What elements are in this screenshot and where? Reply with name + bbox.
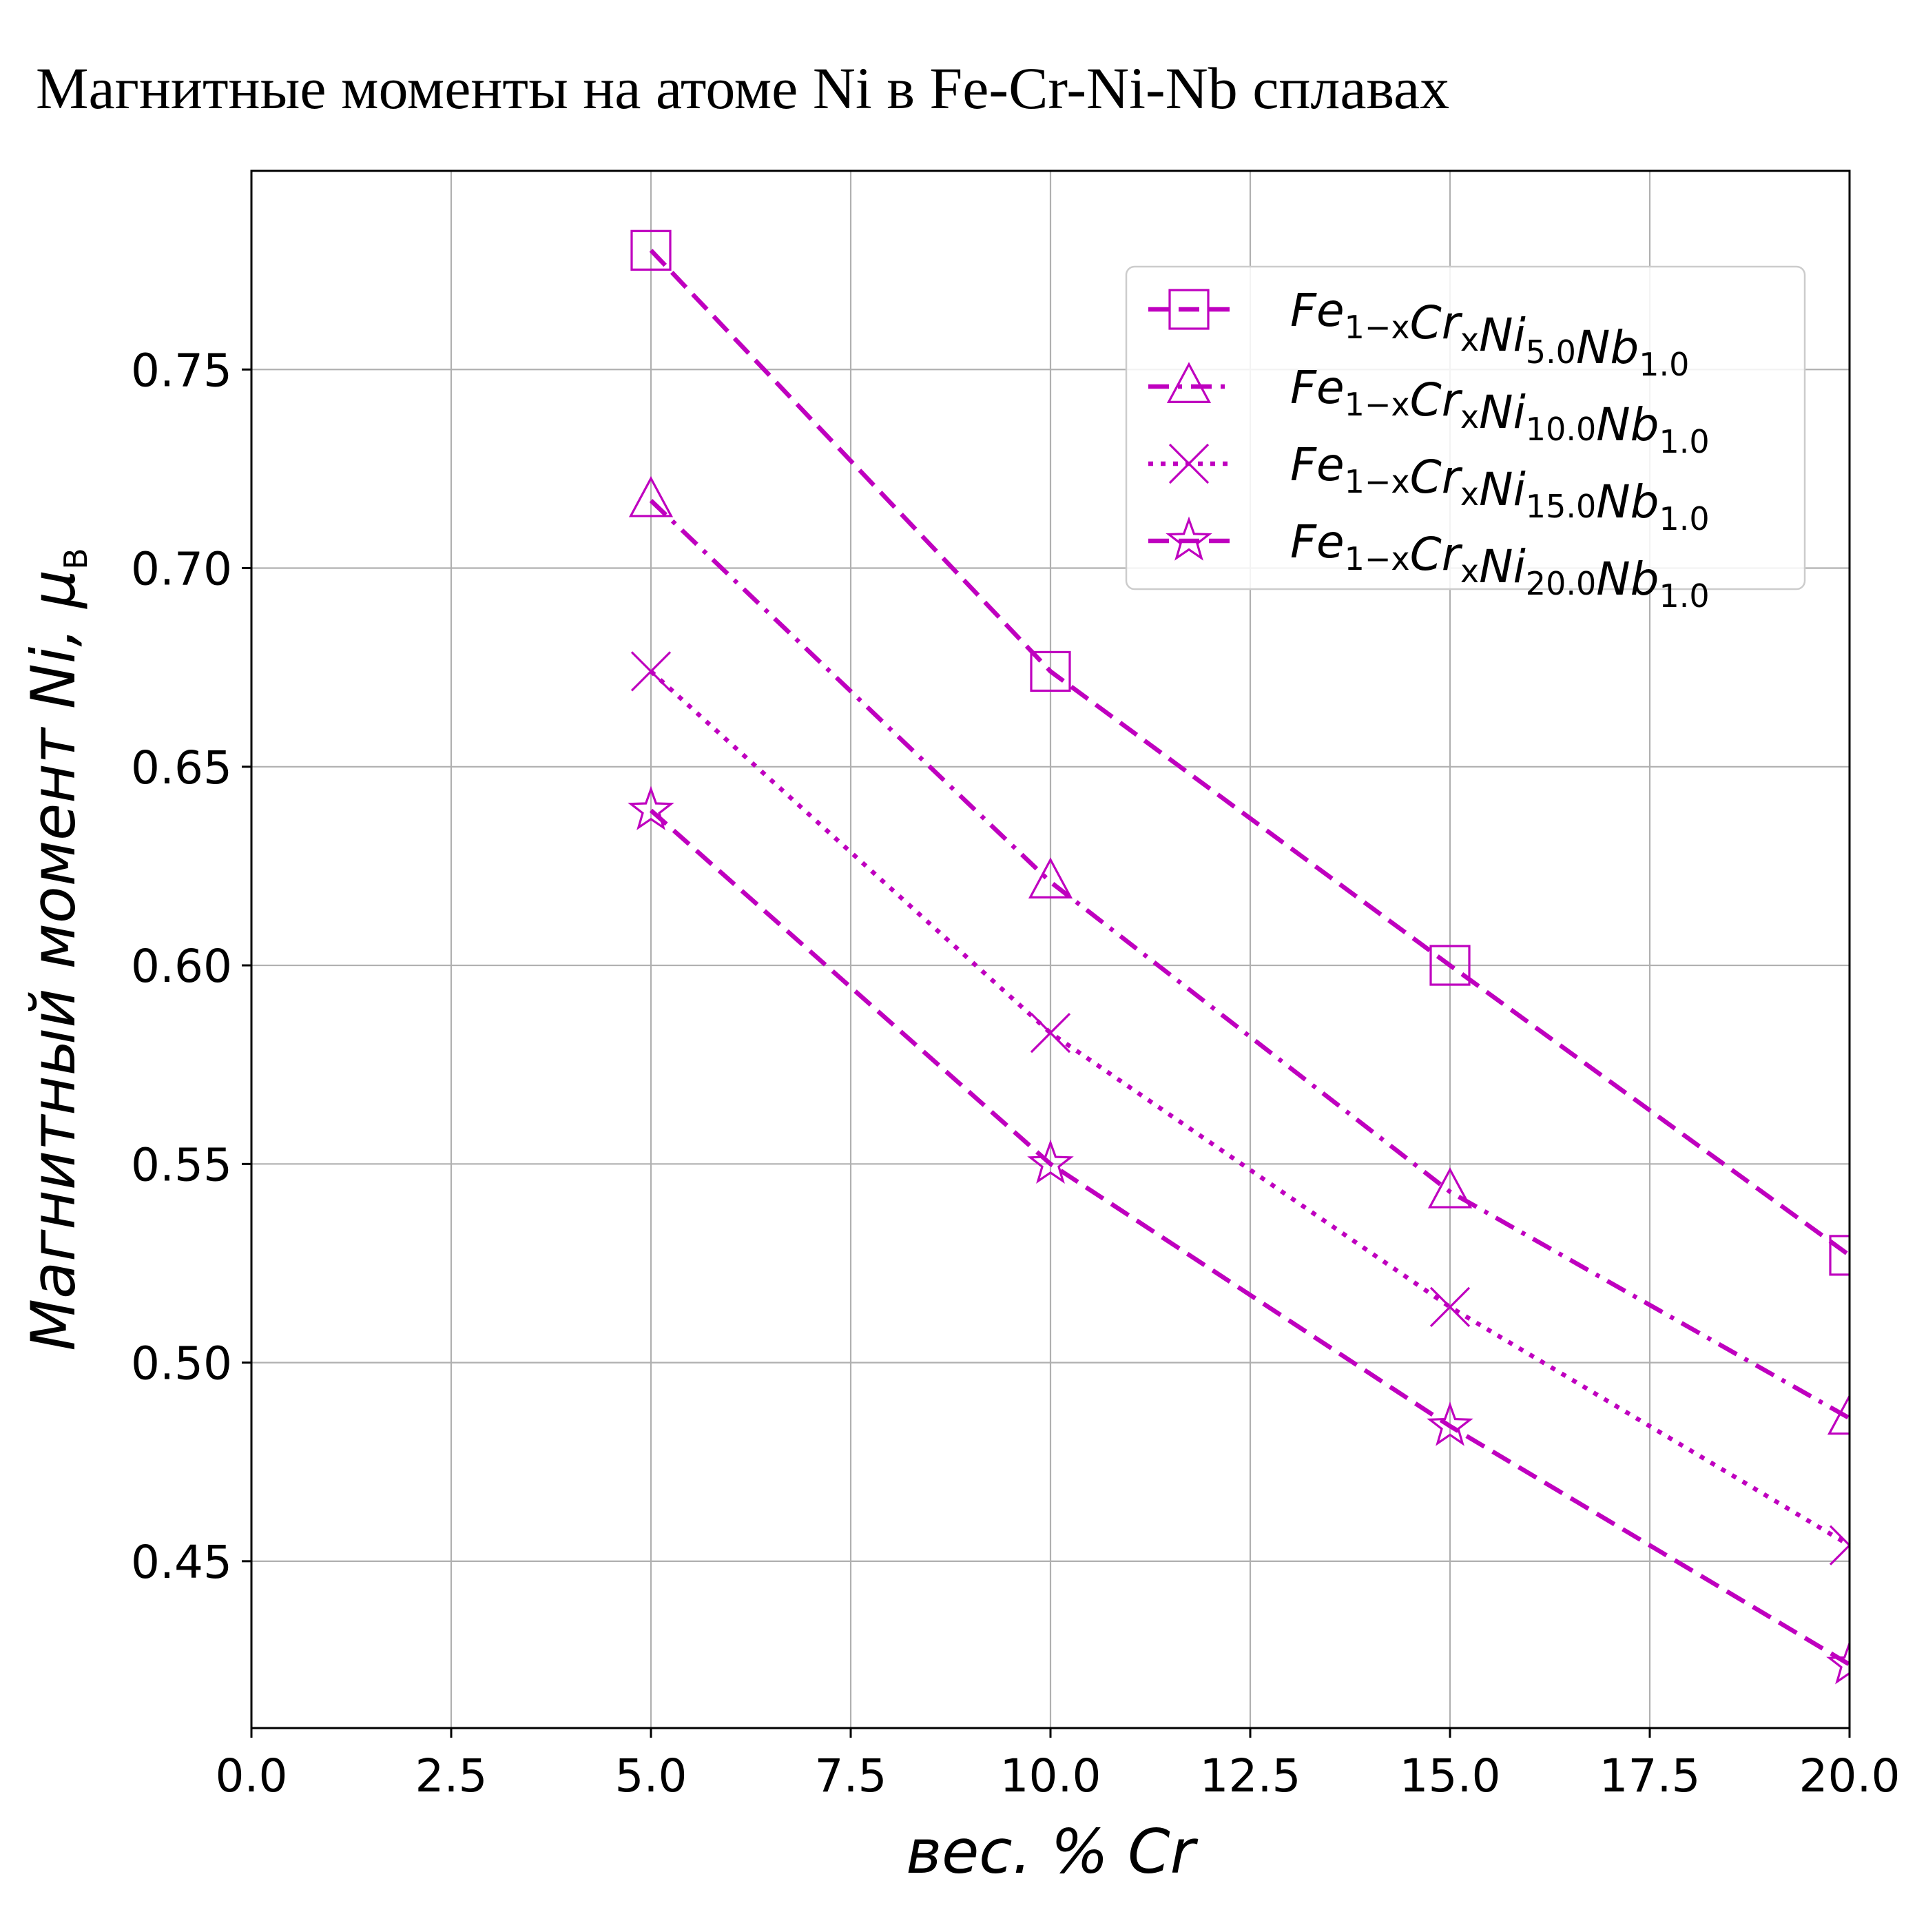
y-axis-label-main: Магнитный момент Ni, μ	[18, 570, 89, 1351]
legend-box	[1125, 265, 1806, 590]
series-line-2	[649, 499, 1851, 1421]
x-tick-label: 15.0	[1400, 1749, 1501, 1802]
y-tick-label: 0.45	[131, 1536, 232, 1589]
legend-entry-1: Fe1−xCrxNi5.0Nb1.0	[1290, 284, 1689, 383]
y-tick-label: 0.55	[131, 1138, 232, 1191]
data-point-s4-p1	[628, 785, 674, 830]
y-tick-label: 0.60	[131, 940, 232, 993]
x-tick-label: 17.5	[1599, 1749, 1701, 1802]
series-line-3	[649, 669, 1851, 1548]
data-point-s2-p1	[628, 475, 674, 517]
x-axis-label: вес. % Cr	[906, 1816, 1198, 1887]
x-tick-label: 2.5	[415, 1749, 488, 1802]
chart-title: Магнитные моменты на атоме Ni в Fe-Cr-Ni…	[36, 55, 1450, 121]
data-point-s2-p2	[1028, 857, 1073, 898]
data-point-s1-p3	[1429, 945, 1471, 986]
data-point-s3-p3	[1429, 1286, 1471, 1328]
y-tick-label: 0.50	[131, 1337, 232, 1390]
data-point-s1-p1	[630, 229, 672, 271]
y-tick-label: 0.65	[131, 741, 232, 794]
x-tick-label: 0.0	[216, 1749, 288, 1802]
y-axis-label: Магнитный момент Ni, μB	[18, 548, 94, 1351]
legend-marker-3	[1168, 443, 1210, 484]
legend-entry-2: Fe1−xCrxNi10.0Nb1.0	[1290, 361, 1710, 460]
data-point-s3-p2	[1030, 1012, 1071, 1054]
data-point-s3-p4	[1829, 1525, 1850, 1565]
data-point-s2-p3	[1427, 1167, 1473, 1209]
series-line-4	[649, 808, 1851, 1667]
legend: Fe1−xCrxNi5.0Nb1.0Fe1−xCrxNi10.0Nb1.0Fe1…	[1125, 265, 1806, 615]
y-axis-ticks: 0.45 0.50 0.55 0.60 0.65 0.70 0.75	[131, 344, 251, 1589]
x-tick-label: 20.0	[1799, 1749, 1901, 1802]
x-tick-label: 10.0	[1000, 1749, 1101, 1802]
y-tick-label: 0.75	[131, 344, 232, 397]
data-point-s3-p1	[630, 651, 672, 692]
data-point-s4-p4	[1826, 1640, 1850, 1685]
x-tick-label: 5.0	[615, 1749, 687, 1802]
legend-entry-3: Fe1−xCrxNi15.0Nb1.0	[1290, 438, 1710, 537]
data-point-s2-p4	[1827, 1393, 1850, 1435]
data-point-s1-p2	[1030, 650, 1071, 692]
series-line-1	[649, 249, 1851, 1257]
legend-marker-2	[1166, 362, 1212, 404]
y-tick-label: 0.70	[131, 543, 232, 596]
x-axis-ticks: 0.0 2.5 5.0 7.5 10.0 12.5 15.0 17.5 20.0	[216, 1728, 1901, 1802]
data-point-s4-p2	[1027, 1139, 1074, 1184]
series-lines	[649, 249, 1851, 1667]
y-axis-label-subscript: B	[57, 548, 94, 570]
data-point-s4-p3	[1427, 1401, 1473, 1446]
legend-marker-1	[1168, 289, 1210, 330]
legend-marker-4	[1166, 516, 1212, 561]
series-markers	[628, 229, 1850, 1685]
data-point-s1-p4	[1829, 1235, 1850, 1276]
legend-entry-4: Fe1−xCrxNi20.0Nb1.0	[1290, 515, 1710, 615]
x-tick-label: 12.5	[1200, 1749, 1301, 1802]
x-tick-label: 7.5	[815, 1749, 887, 1802]
